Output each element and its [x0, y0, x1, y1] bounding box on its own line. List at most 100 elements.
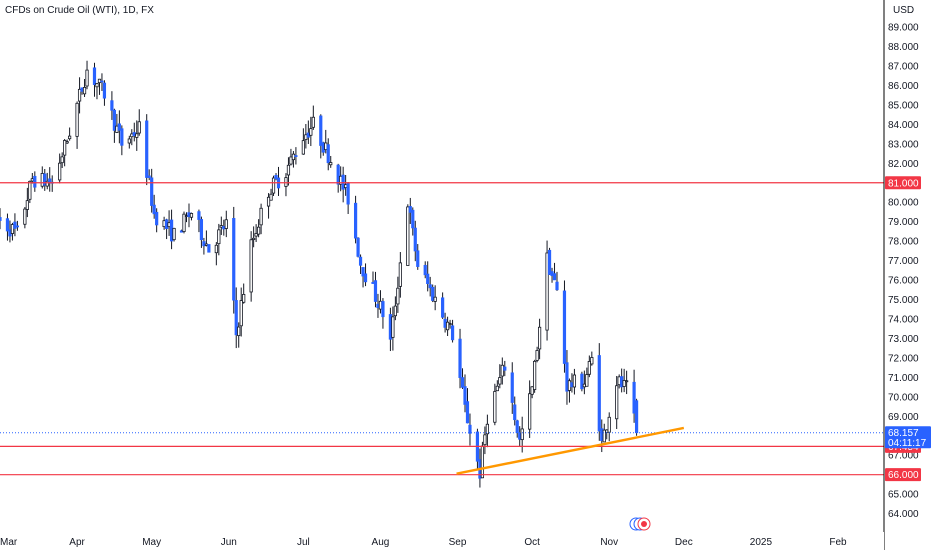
time-tick-label: Oct	[524, 537, 540, 548]
candle	[500, 357, 504, 385]
candle	[356, 237, 360, 258]
time-axis-ticks: Mar Apr May Jun Jul Aug Sep Oct Nov Dec 2025 Feb	[0, 537, 847, 548]
price-tick-label: 74.000	[888, 315, 919, 326]
candle	[150, 168, 154, 213]
time-tick-label: Jun	[221, 537, 237, 548]
candle	[289, 148, 293, 166]
candle	[155, 208, 159, 233]
candle	[533, 359, 537, 393]
time-tick-label: Nov	[600, 537, 618, 548]
candle	[147, 169, 151, 181]
candle	[252, 226, 256, 248]
candle	[597, 343, 601, 441]
candle	[102, 80, 107, 106]
candle	[60, 152, 64, 169]
candle	[45, 172, 49, 190]
candle	[587, 355, 591, 378]
candle	[485, 414, 489, 448]
candle	[82, 78, 87, 97]
candle	[547, 247, 552, 275]
price-tick-label: 89.000	[888, 23, 919, 34]
candle	[189, 212, 194, 221]
candle	[254, 224, 258, 242]
candle	[398, 252, 402, 298]
candle	[58, 153, 62, 184]
candle	[396, 276, 400, 313]
price-tick-label: 72.000	[888, 353, 919, 364]
currency-label: USD	[893, 5, 914, 16]
candle	[10, 222, 15, 241]
price-tick-label: 82.000	[888, 159, 919, 170]
candle	[622, 368, 626, 393]
candle	[0, 208, 2, 230]
candle	[555, 271, 559, 291]
candle	[460, 368, 465, 389]
candle	[423, 261, 427, 279]
candle	[450, 319, 455, 343]
candle	[239, 287, 243, 337]
candle	[465, 388, 470, 424]
candle	[294, 147, 298, 165]
candle	[431, 284, 435, 303]
drawings-layer[interactable]	[0, 182, 884, 476]
time-tick-label: Apr	[69, 537, 85, 548]
candle	[381, 298, 385, 329]
candle	[572, 368, 577, 395]
candle	[585, 367, 589, 387]
candle	[535, 346, 539, 363]
candle	[528, 380, 532, 438]
candle	[538, 318, 542, 360]
candle	[224, 210, 228, 238]
candle	[266, 193, 271, 219]
candle	[117, 110, 121, 144]
candle	[112, 108, 116, 143]
candle	[416, 244, 420, 270]
candle	[634, 398, 639, 436]
time-axis-panel[interactable]	[0, 532, 884, 550]
candle	[172, 227, 176, 242]
candle	[242, 283, 246, 304]
trend-line[interactable]	[456, 426, 685, 475]
candle	[110, 91, 114, 120]
candle	[336, 163, 340, 193]
candle	[301, 128, 305, 155]
time-tick-label: May	[142, 537, 161, 548]
price-tick-label: 78.000	[888, 237, 919, 248]
price-tick-label: 71.000	[888, 373, 919, 384]
candle	[259, 203, 263, 235]
candle	[249, 231, 253, 302]
candle	[152, 194, 156, 219]
candle	[309, 116, 313, 147]
price-tick-label: 69.000	[888, 412, 919, 423]
events-flag-icon[interactable]	[629, 517, 651, 531]
time-tick-label: 2025	[750, 537, 773, 548]
candle	[590, 351, 594, 366]
price-tick-label: 79.000	[888, 217, 919, 228]
candle	[433, 285, 437, 311]
price-tick-label: 67.000	[888, 451, 919, 462]
price-tick-label: 64.000	[888, 509, 919, 520]
price-tick-label: 86.000	[888, 81, 919, 92]
price-tick-label: 88.000	[888, 42, 919, 53]
candle	[463, 374, 467, 413]
time-tick-label: Sep	[449, 537, 467, 548]
candle	[217, 223, 221, 256]
candle	[95, 83, 99, 100]
price-tick-label: 83.000	[888, 139, 919, 150]
candle	[341, 166, 345, 203]
price-axis-panel[interactable]	[884, 0, 932, 550]
candle	[326, 138, 330, 171]
candle	[127, 135, 131, 149]
candle	[552, 262, 557, 281]
candle	[77, 77, 82, 114]
candle	[214, 242, 218, 266]
candle	[100, 73, 104, 91]
price-tick-label: 84.000	[888, 120, 919, 131]
candle	[63, 138, 67, 167]
candle	[269, 188, 273, 201]
price-line-tag: 66.000	[885, 468, 921, 482]
candle	[120, 125, 124, 156]
